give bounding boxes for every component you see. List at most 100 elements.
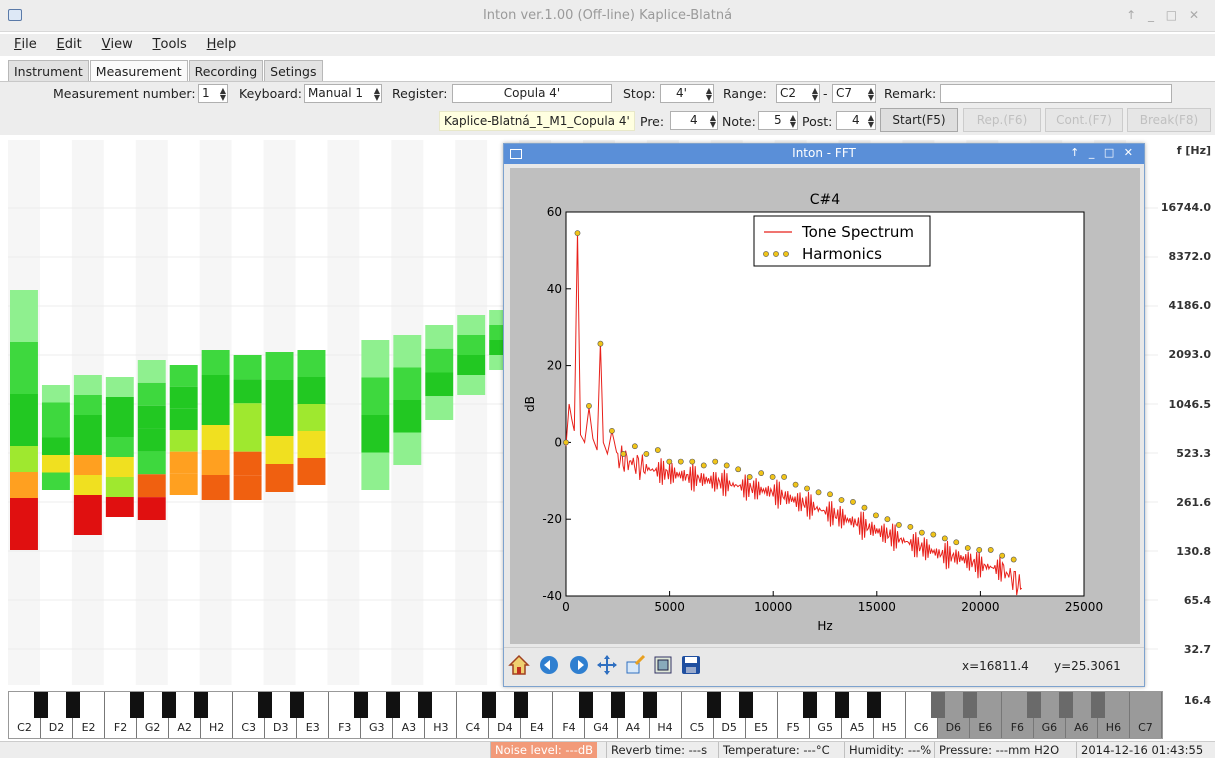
measurement-control-row: Kaplice-Blatná_1_M1_Copula 4' Pre: 4 ▲ ▼ N… bbox=[0, 105, 1215, 135]
piano-key-c7[interactable]: C7 bbox=[1129, 692, 1162, 738]
piano-black-key[interactable] bbox=[66, 692, 81, 718]
piano-black-key[interactable] bbox=[386, 692, 401, 718]
measurement-bar-segment bbox=[265, 464, 294, 492]
measurement-bar-segment bbox=[361, 452, 390, 490]
measurement-bar-segment bbox=[425, 348, 454, 373]
harmonic-point bbox=[953, 539, 960, 546]
piano-key-e5[interactable]: E5 bbox=[746, 692, 778, 738]
piano-black-key[interactable] bbox=[1090, 692, 1105, 718]
post-spinner[interactable]: 4 ▲ ▼ bbox=[836, 111, 876, 130]
piano-black-key[interactable] bbox=[258, 692, 273, 718]
piano-black-key[interactable] bbox=[578, 692, 593, 718]
piano-black-key[interactable] bbox=[610, 692, 625, 718]
piano-black-key[interactable] bbox=[290, 692, 305, 718]
piano-black-key[interactable] bbox=[354, 692, 369, 718]
tab-recording[interactable]: Recording bbox=[188, 60, 264, 82]
menu-bar: File Edit View Tools Help bbox=[0, 34, 1215, 56]
fft-toolbar: x=16811.4 y=25.3061 bbox=[504, 647, 1144, 683]
y-tick-label: 0 bbox=[554, 435, 562, 449]
measurement-number-spinner[interactable]: 1 ▲ ▼ bbox=[198, 84, 228, 103]
menu-edit[interactable]: Edit bbox=[56, 37, 82, 52]
piano-black-key[interactable] bbox=[802, 692, 817, 718]
piano-black-key[interactable] bbox=[130, 692, 145, 718]
piano-black-key[interactable] bbox=[930, 692, 945, 718]
piano-key-e2[interactable]: E2 bbox=[73, 692, 106, 738]
piano-key-h2[interactable]: H2 bbox=[201, 692, 234, 738]
piano-black-key[interactable] bbox=[866, 692, 881, 718]
remark-field[interactable] bbox=[940, 84, 1172, 103]
tab-setings[interactable]: Setings bbox=[264, 60, 323, 82]
pan-icon[interactable] bbox=[596, 654, 618, 676]
fft-plot-area[interactable]: C#4 0 5000 10000 15000 20000 25000 -40 -20 0 20 40 6… bbox=[510, 168, 1140, 644]
start-button[interactable]: Start(F5) bbox=[880, 108, 958, 132]
y-tick-label: 40 bbox=[547, 282, 562, 296]
harmonic-point bbox=[1010, 556, 1017, 563]
pre-spinner[interactable]: 4 ▲ ▼ bbox=[670, 111, 718, 130]
stop-select[interactable]: 4' ▲ ▼ bbox=[660, 84, 714, 103]
measurement-bar-segment bbox=[457, 375, 486, 395]
configure-subplots-icon[interactable] bbox=[652, 654, 674, 676]
piano-black-key[interactable] bbox=[738, 692, 753, 718]
piano-black-key[interactable] bbox=[514, 692, 529, 718]
range-to-select[interactable]: C7 ▲ ▼ bbox=[832, 84, 876, 103]
harmonic-point bbox=[873, 512, 879, 519]
menu-help[interactable]: Help bbox=[206, 37, 237, 52]
back-arrow-icon[interactable] bbox=[538, 654, 560, 676]
harmonic-point bbox=[999, 552, 1006, 559]
piano-black-key[interactable] bbox=[834, 692, 849, 718]
measurement-bar-segment bbox=[265, 436, 294, 464]
piano-black-key[interactable] bbox=[482, 692, 497, 718]
tab-measurement[interactable]: Measurement bbox=[89, 60, 188, 82]
reverb-status: Reverb time: ---s bbox=[606, 742, 711, 758]
measurement-bar-segment bbox=[137, 360, 166, 383]
frequency-label: 130.8 bbox=[1176, 545, 1211, 558]
piano-black-key[interactable] bbox=[162, 692, 177, 718]
measurement-bar-segment bbox=[233, 403, 262, 428]
piano-black-key[interactable] bbox=[1058, 692, 1073, 718]
fft-window[interactable]: Inton - FFT ↑ _ □ ✕ C#4 0 5000 10000 15000 20… bbox=[503, 143, 1145, 687]
harmonic-point bbox=[987, 547, 994, 553]
fft-window-controls[interactable]: ↑ _ □ ✕ bbox=[1070, 146, 1136, 159]
x-tick-label: 10000 bbox=[754, 600, 792, 614]
save-icon[interactable] bbox=[680, 654, 702, 676]
piano-black-key[interactable] bbox=[1026, 692, 1041, 718]
harmonic-point bbox=[735, 466, 742, 473]
zoom-rect-icon[interactable] bbox=[624, 654, 646, 676]
rep-button[interactable]: Rep.(F6) bbox=[963, 108, 1041, 132]
piano-key-e3[interactable]: E3 bbox=[297, 692, 330, 738]
piano-black-key[interactable] bbox=[194, 692, 209, 718]
measurement-bar-segment bbox=[10, 446, 38, 472]
cont-button[interactable]: Cont.(F7) bbox=[1045, 108, 1123, 132]
piano-black-key[interactable] bbox=[34, 692, 49, 718]
frequency-label: 261.6 bbox=[1176, 496, 1211, 509]
piano-black-key[interactable] bbox=[642, 692, 657, 718]
keyboard-select[interactable]: Manual 1 ▲ ▼ bbox=[304, 84, 382, 103]
piano-key-e4[interactable]: E4 bbox=[521, 692, 554, 738]
measurement-bar-segment bbox=[201, 375, 230, 400]
harmonic-point bbox=[586, 403, 592, 409]
menu-file[interactable]: File bbox=[14, 37, 37, 52]
fft-window-titlebar[interactable]: Inton - FFT ↑ _ □ ✕ bbox=[504, 144, 1144, 164]
piano-black-key[interactable] bbox=[706, 692, 721, 718]
forward-arrow-icon[interactable] bbox=[568, 654, 590, 676]
break-button[interactable]: Break(F8) bbox=[1127, 108, 1211, 132]
piano-black-key[interactable] bbox=[418, 692, 433, 718]
piano-key-h4[interactable]: H4 bbox=[650, 692, 682, 738]
piano-key-h3[interactable]: H3 bbox=[425, 692, 458, 738]
harmonic-point bbox=[850, 499, 856, 505]
menu-tools[interactable]: Tools bbox=[152, 37, 187, 52]
note-spinner[interactable]: 5 ▲ ▼ bbox=[758, 111, 798, 130]
home-icon[interactable] bbox=[508, 654, 530, 676]
x-tick-label: 5000 bbox=[654, 600, 685, 614]
piano-black-key[interactable] bbox=[962, 692, 977, 718]
window-controls[interactable]: ↑ _ □ ✕ bbox=[1126, 8, 1203, 22]
register-field[interactable]: Copula 4' bbox=[452, 84, 612, 103]
measurement-bar-segment bbox=[10, 498, 38, 524]
tab-instrument[interactable]: Instrument bbox=[8, 60, 89, 82]
post-label: Post: bbox=[802, 114, 833, 129]
measurement-bar-segment bbox=[10, 420, 38, 446]
piano-key-h5[interactable]: H5 bbox=[874, 692, 906, 738]
range-from-select[interactable]: C2 ▲ ▼ bbox=[776, 84, 820, 103]
harmonic-point bbox=[643, 451, 650, 457]
menu-view[interactable]: View bbox=[101, 37, 133, 52]
